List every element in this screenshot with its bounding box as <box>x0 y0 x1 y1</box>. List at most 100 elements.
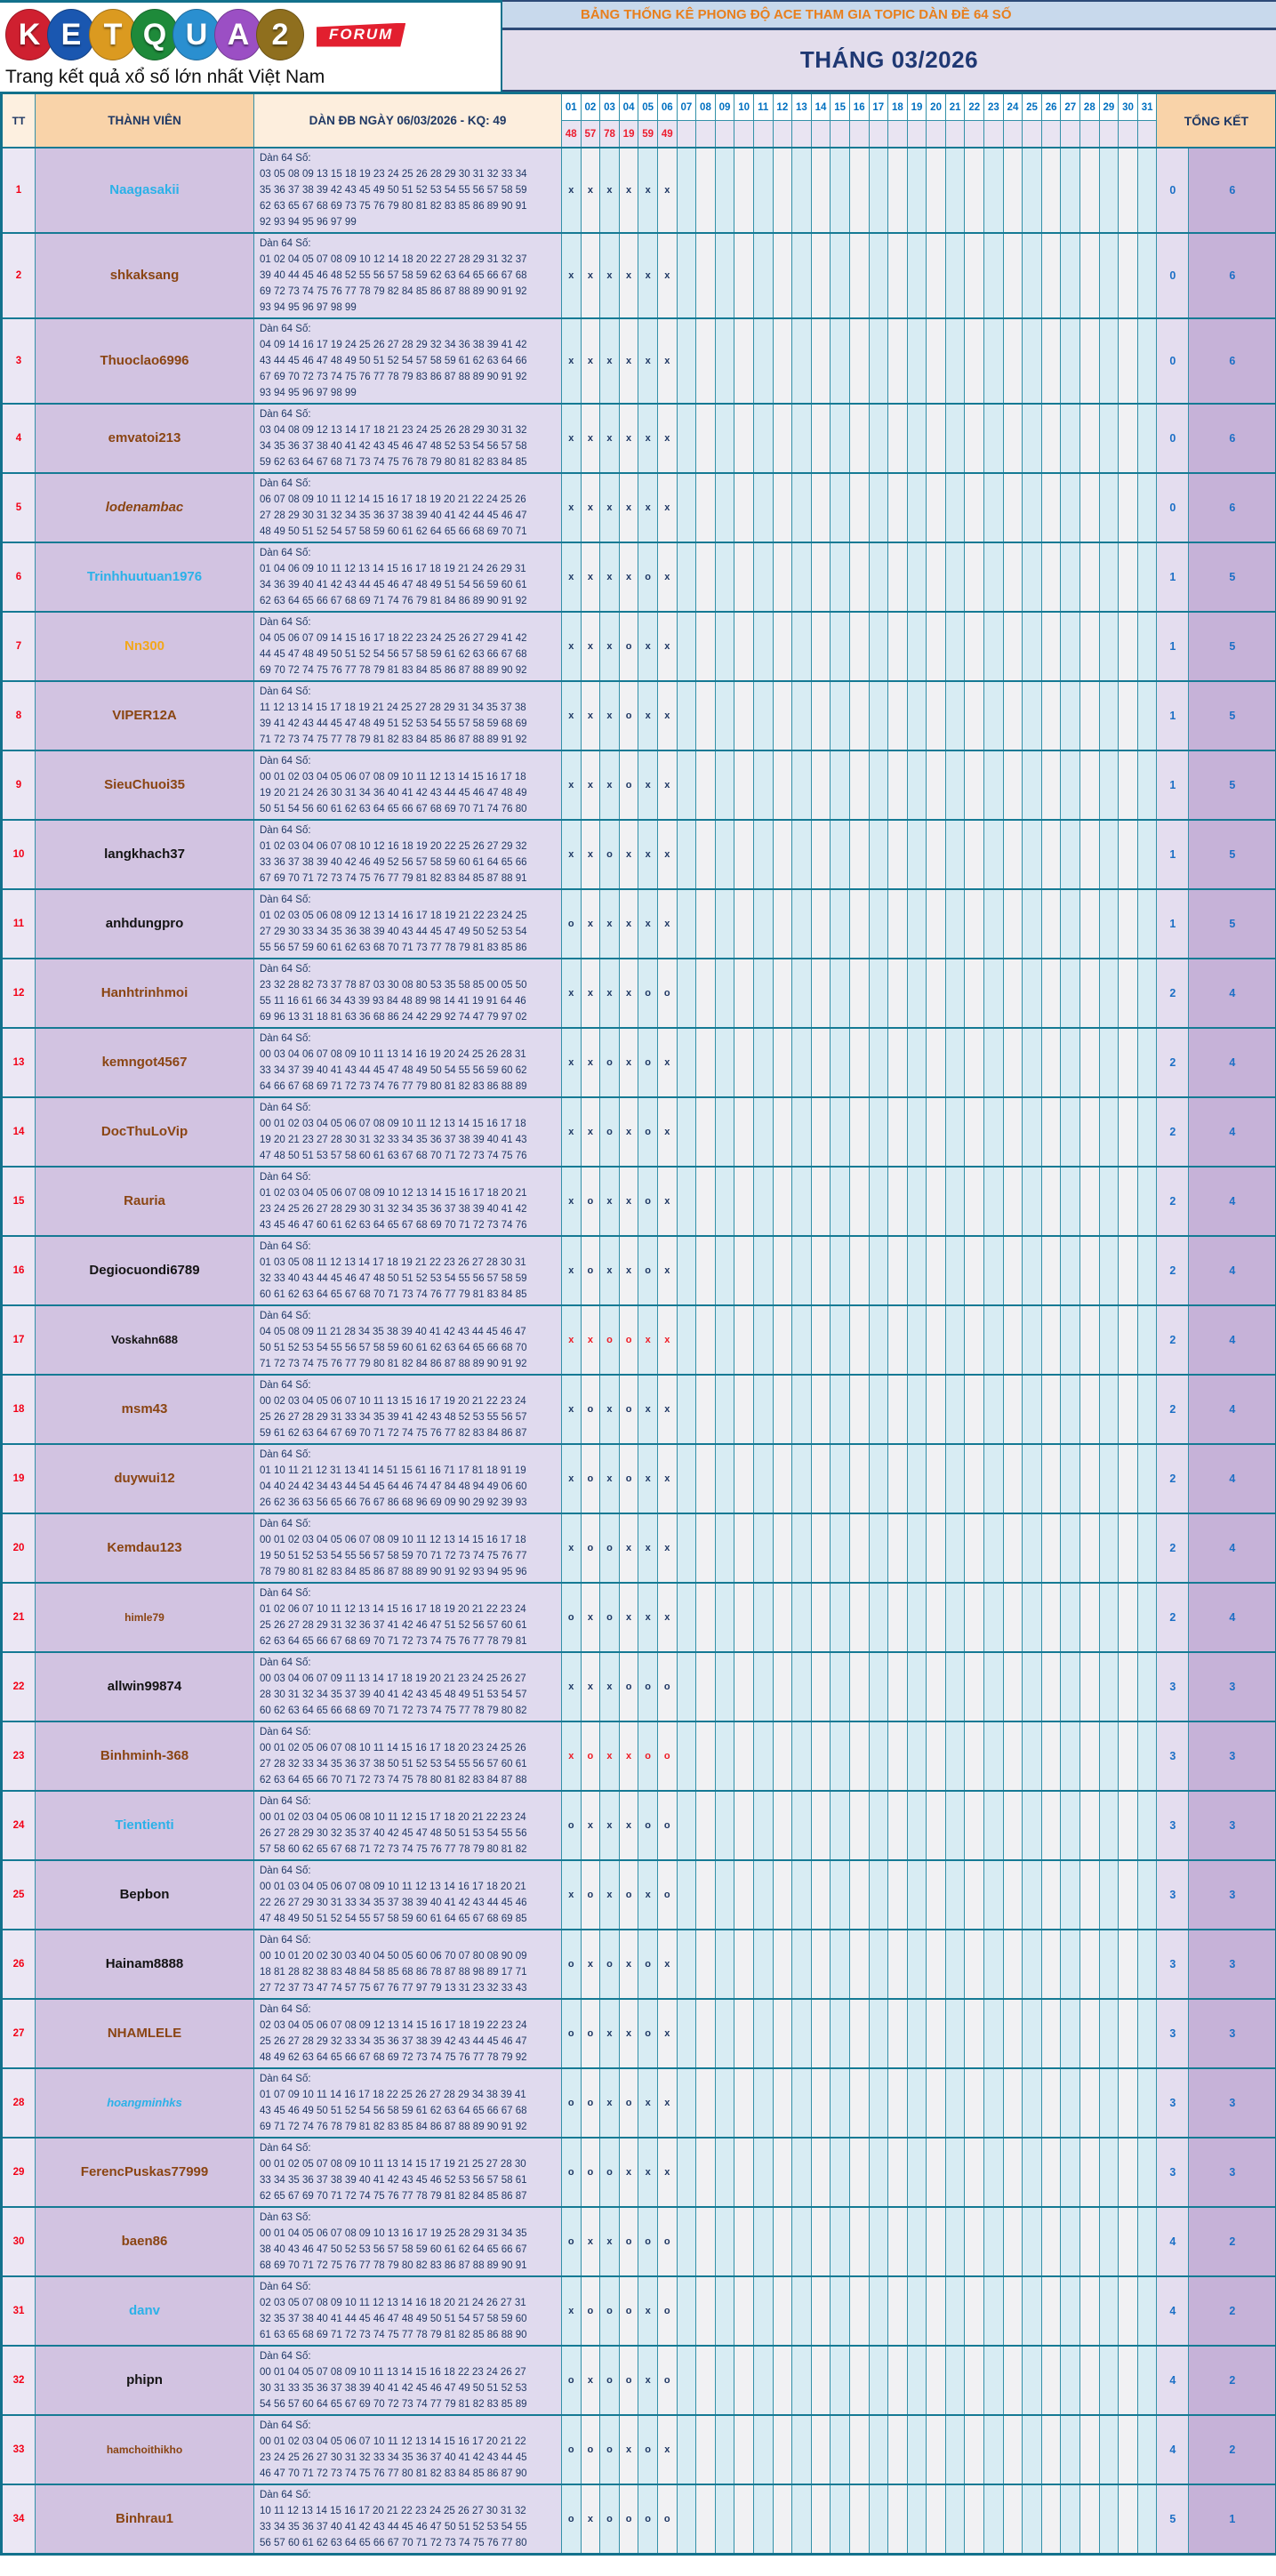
day-mark-cell <box>1040 472 1062 543</box>
day-mark-cell <box>1098 1929 1120 2000</box>
dan-numbers-line: 64 66 67 68 69 71 72 73 74 76 77 79 80 8… <box>260 1081 527 1092</box>
day-mark-cell: x <box>561 403 582 474</box>
total-hit-count: 3 <box>1188 1859 1276 1930</box>
day-mark-cell <box>676 1998 697 2069</box>
day-mark-cell <box>964 1513 985 1584</box>
day-mark-cell <box>752 1374 774 1445</box>
dan-cell: Dàn 64 Số: 00 01 02 03 04 05 06 08 10 11 … <box>253 1790 562 1861</box>
day-mark-cell <box>1079 317 1100 405</box>
dan-numbers-line: 93 94 95 96 97 98 99 <box>260 302 357 313</box>
day-mark-cell <box>1022 1790 1042 1861</box>
day-mark-cell <box>791 1374 812 1445</box>
day-mark-cell: x <box>580 1929 601 2000</box>
day-mark-cell <box>887 680 908 751</box>
day-mark-cell <box>1022 819 1042 890</box>
total-hit-count: 4 <box>1188 1443 1276 1514</box>
day-mark-cell <box>964 403 985 474</box>
dan-numbers-line: 33 34 35 36 37 38 39 40 41 42 43 45 46 5… <box>260 2175 527 2186</box>
day-mark-cell: o <box>656 1859 678 1930</box>
total-hit-count: 3 <box>1188 1998 1276 2069</box>
day-mark-cell: o <box>599 1304 620 1376</box>
day-mark-cell <box>868 680 889 751</box>
day-mark-cell <box>1098 1027 1120 1098</box>
member-name: DocThuLoVip <box>100 1124 189 1139</box>
day-result-cell <box>1060 120 1081 148</box>
col-header-day: 07 <box>676 92 697 121</box>
dan-numbers-line: 11 12 13 14 15 17 18 19 21 24 25 27 28 2… <box>260 702 526 713</box>
day-mark-cell <box>944 888 966 959</box>
day-mark-cell <box>1136 1790 1158 1861</box>
day-mark-cell <box>734 1513 754 1584</box>
logo-letter: Q <box>131 9 179 60</box>
day-mark-cell: x <box>599 1166 620 1237</box>
day-mark-cell <box>791 2484 812 2555</box>
day-mark-cell <box>791 1166 812 1237</box>
day-mark-cell: x <box>580 2484 601 2555</box>
day-mark-cell <box>772 1166 793 1237</box>
day-mark-cell: o <box>656 2345 678 2416</box>
day-mark-cell <box>1098 1443 1120 1514</box>
day-mark-cell <box>772 472 793 543</box>
day-mark-cell <box>1098 1582 1120 1653</box>
dan-numbers-line: 55 11 16 61 66 34 43 39 93 84 48 89 98 1… <box>260 996 526 1007</box>
day-mark-cell <box>1118 1651 1138 1722</box>
day-mark-cell <box>734 1790 754 1861</box>
day-mark-cell <box>791 147 812 234</box>
member-row: 4 emvatoi213 Dàn 64 Số: 03 04 08 09 12 13 1… <box>1 403 1276 474</box>
day-mark-cell <box>830 1651 850 1722</box>
row-index: 13 <box>1 1027 36 1098</box>
day-mark-cell <box>1079 1998 1100 2069</box>
day-mark-cell: o <box>618 1374 639 1445</box>
total-hit-count: 4 <box>1188 1096 1276 1168</box>
day-mark-cell <box>810 958 831 1029</box>
day-mark-cell <box>1060 472 1081 543</box>
day-mark-cell <box>848 888 870 959</box>
dan-label: Dàn 64 Số: <box>260 409 311 420</box>
day-mark-cell <box>983 680 1004 751</box>
day-mark-cell <box>906 232 927 319</box>
dan-numbers-line: 32 35 37 38 40 41 44 45 46 47 48 49 50 5… <box>260 2314 527 2324</box>
day-mark-cell <box>810 1929 831 2000</box>
day-mark-cell <box>772 1721 793 1792</box>
day-mark-cell <box>830 611 850 682</box>
day-mark-cell <box>772 750 793 821</box>
day-mark-cell <box>1022 958 1042 1029</box>
day-mark-cell <box>1136 542 1158 613</box>
day-mark-cell <box>887 542 908 613</box>
member-row: 25 Bepbon Dàn 64 Số: 00 01 03 04 05 06 07 0… <box>1 1859 1276 1930</box>
day-mark-cell <box>868 1790 889 1861</box>
day-mark-cell: o <box>638 1096 658 1168</box>
member-name: Bepbon <box>119 1887 170 1902</box>
dan-numbers-line: 01 02 04 05 07 08 09 10 12 14 18 20 22 2… <box>260 254 527 265</box>
day-mark-cell <box>695 1235 716 1306</box>
dan-numbers-line: 69 70 72 74 75 76 77 78 79 81 83 84 85 8… <box>260 665 527 676</box>
day-mark-cell <box>964 888 985 959</box>
dan-numbers-line: 00 10 01 20 02 30 03 40 04 50 05 60 06 7… <box>260 1951 527 1962</box>
day-mark-cell: o <box>599 1513 620 1584</box>
day-mark-cell <box>1079 2206 1100 2277</box>
day-mark-cell <box>714 403 735 474</box>
col-header-day: 04 <box>618 92 639 121</box>
dan-cell: Dàn 64 Số: 00 03 04 06 07 09 11 13 14 17 … <box>253 1651 562 1722</box>
dan-numbers-line: 71 72 73 74 75 77 78 79 81 82 83 84 85 8… <box>260 734 527 745</box>
day-mark-cell <box>848 1166 870 1237</box>
day-mark-cell: x <box>656 611 678 682</box>
day-mark-cell <box>848 542 870 613</box>
day-mark-cell <box>830 1443 850 1514</box>
dan-numbers-line: 43 45 46 47 60 61 62 63 64 65 67 68 69 7… <box>260 1220 527 1231</box>
day-mark-cell <box>926 1513 946 1584</box>
day-mark-cell <box>734 1374 754 1445</box>
day-mark-cell <box>887 1929 908 2000</box>
member-name: kemngot4567 <box>101 1055 188 1070</box>
day-mark-cell <box>848 2206 870 2277</box>
day-mark-cell <box>734 542 754 613</box>
dan-numbers-line: 00 01 03 04 05 06 07 08 09 10 11 12 13 1… <box>260 1882 526 1892</box>
day-mark-cell: x <box>580 888 601 959</box>
day-mark-cell <box>791 888 812 959</box>
day-mark-cell <box>1079 1027 1100 1098</box>
day-mark-cell <box>752 1721 774 1792</box>
day-result-cell <box>1136 120 1158 148</box>
day-mark-cell <box>887 1304 908 1376</box>
dan-label: Dàn 64 Số: <box>260 617 311 628</box>
row-index: 5 <box>1 472 36 543</box>
